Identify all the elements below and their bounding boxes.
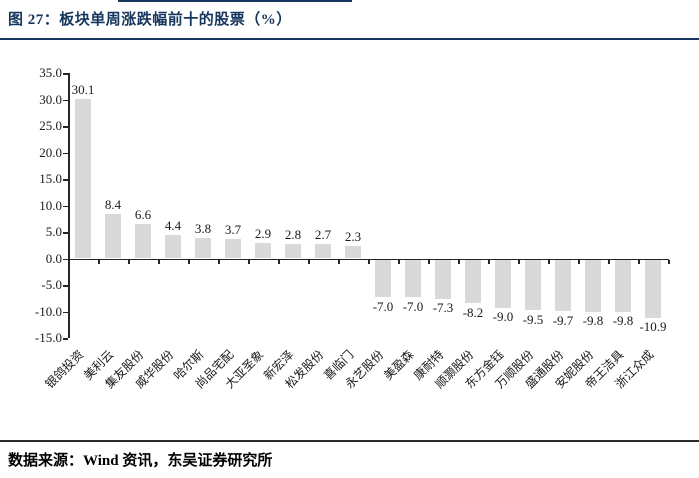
y-axis-tick-label: -15.0 — [34, 330, 62, 345]
x-axis-tick — [128, 260, 130, 264]
bar — [495, 260, 511, 308]
x-axis-tick — [608, 260, 610, 264]
bar — [585, 260, 601, 312]
x-axis-tick — [368, 260, 370, 264]
bar — [75, 98, 91, 259]
y-axis-tick — [63, 205, 68, 207]
y-axis-tick-label: 5.0 — [45, 224, 62, 239]
data-source-label: 数据来源：Wind 资讯，东吴证券研究所 — [8, 453, 273, 469]
title-divider — [0, 38, 699, 40]
bar-value-label: -9.7 — [552, 312, 574, 328]
x-axis-tick — [548, 260, 550, 264]
bar — [225, 238, 241, 259]
bar — [345, 246, 361, 259]
y-axis-tick — [63, 99, 68, 101]
y-axis-tick — [63, 73, 68, 75]
bar — [405, 260, 421, 298]
x-axis-tick — [158, 260, 160, 264]
bar — [105, 213, 121, 259]
bar — [375, 260, 391, 298]
x-axis-tick — [458, 260, 460, 264]
bar-value-label: -7.0 — [372, 298, 394, 314]
y-axis-tick — [63, 338, 68, 340]
bar-value-label: -10.9 — [639, 319, 667, 335]
bar — [315, 244, 331, 259]
y-axis-tick — [63, 179, 68, 181]
bar-value-label: 4.4 — [164, 218, 182, 234]
y-axis-line — [68, 73, 70, 338]
x-axis-tick — [428, 260, 430, 264]
bar-chart: 35.0 30.0 25.0 20.0 15.0 10.0 5.0 0.0 -5.0 -10.0 -… — [0, 40, 699, 440]
y-axis-tick-label: 0.0 — [45, 250, 62, 266]
x-axis-line — [68, 258, 669, 260]
bar — [555, 260, 571, 312]
footer-divider — [0, 440, 699, 442]
x-axis-tick — [338, 260, 340, 264]
x-axis-tick — [188, 260, 190, 264]
y-axis-tick-label: 35.0 — [39, 65, 62, 80]
bar-value-label: 3.7 — [224, 221, 242, 237]
y-axis-tick — [63, 258, 68, 260]
x-axis-tick — [98, 260, 100, 264]
bar — [285, 243, 301, 259]
bar-value-label: -8.2 — [462, 304, 484, 320]
bar — [435, 260, 451, 299]
bar-value-label: -9.8 — [582, 313, 604, 329]
y-axis-tick-label: -5.0 — [41, 277, 62, 292]
y-axis-tick — [63, 152, 68, 154]
bar — [165, 235, 181, 259]
bar-value-label: 2.9 — [254, 226, 272, 242]
y-axis-tick-label: 20.0 — [39, 144, 62, 160]
x-axis-tick — [668, 260, 670, 264]
bar — [135, 223, 151, 259]
y-axis-tick-label: 25.0 — [39, 118, 62, 133]
bar — [255, 243, 271, 259]
y-axis-tick-label: 15.0 — [39, 171, 62, 186]
bar — [645, 260, 661, 318]
x-axis-tick — [278, 260, 280, 264]
figure-title: 图 27：板块单周涨跌幅前十的股票（%） — [8, 12, 292, 28]
bar-value-label: 2.8 — [284, 226, 302, 242]
bar-value-label: 6.6 — [134, 206, 152, 222]
bar-value-label: -9.8 — [612, 313, 634, 329]
bar-value-label: 8.4 — [104, 196, 122, 212]
x-axis-tick — [638, 260, 640, 264]
bar-value-label: -9.5 — [522, 311, 544, 327]
x-axis-category-label: 美盈森 — [380, 347, 417, 383]
y-axis-tick-label: 10.0 — [39, 197, 62, 213]
y-axis-tick — [63, 232, 68, 234]
y-axis-tick — [63, 285, 68, 287]
x-axis-tick — [218, 260, 220, 264]
x-axis-tick — [68, 260, 70, 264]
bar-value-label: -7.3 — [432, 300, 454, 316]
x-axis-tick — [248, 260, 250, 264]
bar-value-label: 30.1 — [71, 81, 95, 97]
bar — [195, 238, 211, 259]
x-axis-tick — [578, 260, 580, 264]
bar-value-label: 3.8 — [194, 221, 212, 237]
bar-value-label: -7.0 — [402, 298, 424, 314]
y-axis-tick-label: -10.0 — [34, 303, 62, 319]
y-axis-tick — [63, 311, 68, 313]
bar — [465, 260, 481, 304]
bar-value-label: 2.7 — [314, 227, 332, 243]
x-axis-tick — [518, 260, 520, 264]
top-border-line — [118, 0, 352, 2]
y-axis-tick-label: 30.0 — [39, 91, 62, 107]
bar-value-label: 2.3 — [344, 229, 362, 245]
x-axis-tick — [488, 260, 490, 264]
bar — [615, 260, 631, 312]
x-axis-tick — [398, 260, 400, 264]
x-axis-tick — [308, 260, 310, 264]
bar — [525, 260, 541, 311]
y-axis-tick — [63, 126, 68, 128]
bar-value-label: -9.0 — [492, 309, 514, 325]
